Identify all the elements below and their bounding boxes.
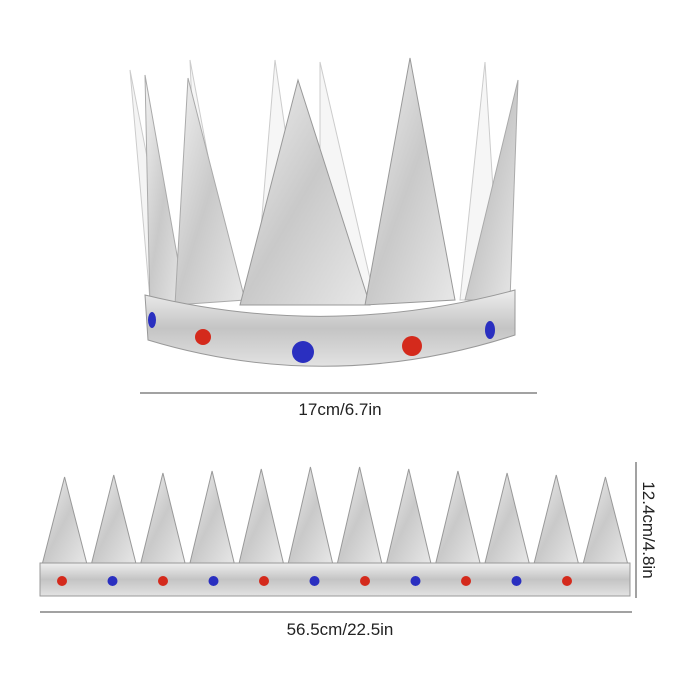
gem (107, 576, 118, 586)
gem (410, 576, 421, 586)
crown-spike (582, 476, 629, 566)
crown-spike (533, 474, 580, 566)
height-label: 12.4cm/4.8in (639, 481, 658, 579)
crown-spike (90, 474, 137, 566)
gem (461, 576, 471, 586)
gem (309, 576, 320, 586)
gem (57, 576, 67, 586)
assembled-crown (129, 57, 519, 367)
diameter-label: 17cm/6.7in (298, 400, 382, 419)
gem (511, 576, 522, 586)
crown-spike (483, 472, 531, 566)
crown-spike (287, 466, 334, 566)
length-label: 56.5cm/22.5in (286, 620, 394, 639)
gem (562, 576, 572, 586)
crown-band (39, 562, 631, 597)
crown-spike (385, 468, 432, 566)
crown-spike (188, 470, 236, 566)
crown-spike (41, 476, 88, 566)
crown-spike (238, 468, 285, 566)
flat-crown (39, 466, 631, 597)
gem (259, 576, 269, 586)
crown-spike (336, 466, 383, 566)
crown-spike (139, 472, 187, 566)
gem (158, 576, 168, 586)
gem (360, 576, 370, 586)
crown-spike (434, 470, 482, 566)
gem (208, 576, 219, 586)
